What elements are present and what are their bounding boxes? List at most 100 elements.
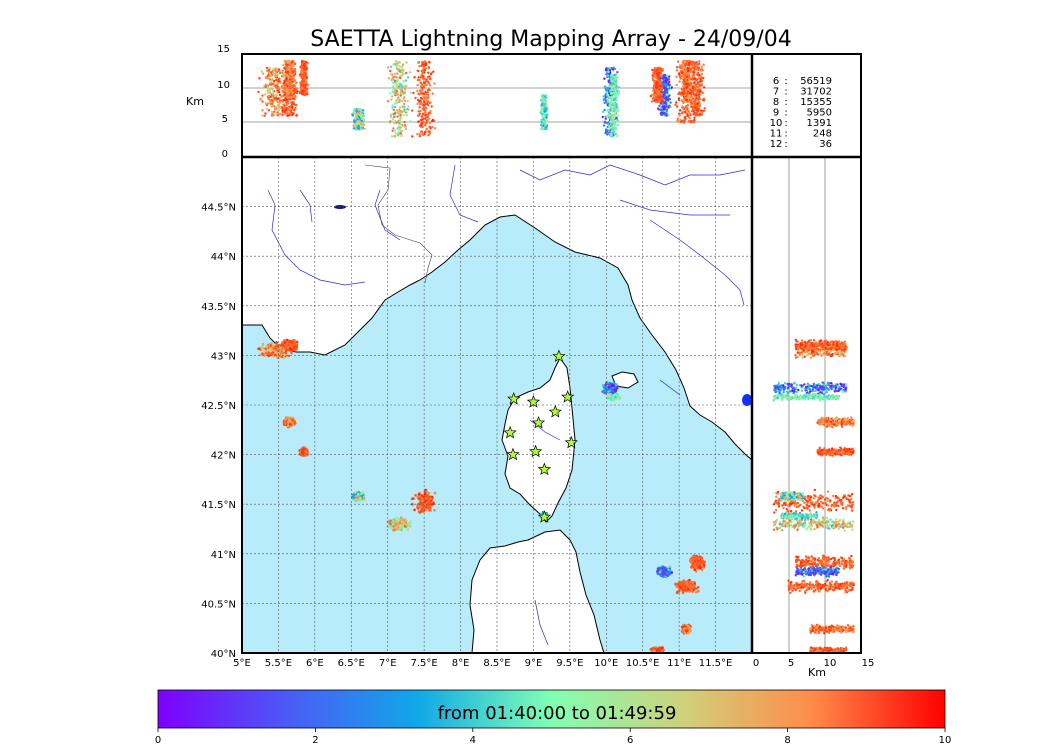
altitude-point bbox=[399, 131, 402, 135]
altitude-point bbox=[301, 71, 304, 75]
altitude-point bbox=[614, 82, 618, 86]
altitude-point bbox=[304, 78, 307, 81]
altitude-point bbox=[668, 98, 671, 101]
altitude-point bbox=[650, 100, 653, 103]
altitude-point bbox=[418, 93, 421, 96]
altitude-point bbox=[691, 77, 694, 81]
altitude-point bbox=[421, 71, 424, 75]
altitude-point bbox=[605, 86, 609, 89]
lightning-point bbox=[424, 492, 427, 496]
lightning-point bbox=[406, 528, 410, 531]
lightning-point bbox=[391, 522, 395, 526]
altitude-point bbox=[614, 97, 617, 101]
altitude-point bbox=[692, 73, 695, 76]
altitude-point bbox=[697, 105, 700, 109]
lightning-point bbox=[396, 519, 400, 522]
altitude-point bbox=[419, 110, 422, 113]
altitude-point bbox=[395, 79, 399, 83]
altitude-point bbox=[395, 82, 398, 85]
altitude-point bbox=[687, 63, 690, 66]
altitude-point bbox=[293, 88, 296, 91]
chart-title: SAETTA Lightning Mapping Array - 24/09/0… bbox=[310, 27, 791, 52]
altitude-point bbox=[401, 123, 404, 127]
altitude-point bbox=[690, 64, 693, 67]
lightning-point bbox=[282, 356, 286, 360]
altitude-point bbox=[357, 125, 360, 128]
altitude-point bbox=[403, 102, 406, 106]
altitude-point bbox=[389, 115, 393, 118]
altitude-point bbox=[289, 86, 292, 89]
altitude-point bbox=[265, 66, 269, 70]
count-colon: : bbox=[784, 97, 787, 108]
altitude-point bbox=[423, 60, 427, 63]
altitude-point bbox=[266, 74, 269, 78]
altitude-point bbox=[428, 84, 432, 87]
altitude-point bbox=[697, 109, 700, 112]
altitude-point bbox=[697, 100, 700, 103]
lightning-point bbox=[419, 502, 423, 505]
altitude-point bbox=[398, 124, 401, 128]
lightning-point bbox=[409, 520, 412, 523]
altitude-point bbox=[352, 120, 356, 123]
altitude-point bbox=[291, 71, 295, 74]
altitude-point bbox=[700, 84, 703, 87]
altitude-point bbox=[657, 100, 660, 103]
altitude-point bbox=[424, 90, 427, 94]
altitude-point bbox=[287, 75, 290, 78]
altitude-point bbox=[420, 84, 424, 87]
altitude-point bbox=[418, 134, 421, 138]
lightning-point bbox=[418, 497, 422, 500]
altitude-point bbox=[698, 80, 702, 83]
altitude-point bbox=[542, 114, 545, 118]
altitude-point bbox=[264, 102, 267, 105]
altitude-point bbox=[661, 109, 665, 113]
lightning-point bbox=[280, 355, 284, 359]
altitude-point bbox=[689, 89, 693, 92]
altitude-point bbox=[611, 135, 614, 138]
altitude-point bbox=[421, 133, 424, 136]
altitude-point bbox=[679, 92, 682, 96]
altitude-point bbox=[609, 104, 612, 108]
lightning-point bbox=[287, 354, 291, 358]
altitude-point bbox=[278, 93, 282, 97]
altitude-point bbox=[543, 110, 546, 113]
altitude-point bbox=[400, 120, 403, 124]
altitude-point bbox=[393, 129, 397, 132]
altitude-point bbox=[419, 81, 422, 85]
altitude-point bbox=[390, 78, 393, 82]
lightning-point bbox=[420, 499, 424, 503]
altitude-point bbox=[681, 105, 684, 108]
altitude-point bbox=[352, 110, 356, 114]
altitude-point bbox=[278, 71, 282, 75]
lightning-point bbox=[352, 493, 356, 497]
altitude-point bbox=[609, 126, 612, 129]
altitude-point bbox=[278, 99, 282, 102]
altitude-point bbox=[663, 91, 667, 94]
altitude-point bbox=[303, 84, 306, 87]
altitude-point bbox=[603, 108, 606, 112]
altitude-point bbox=[606, 74, 610, 78]
altitude-point bbox=[430, 72, 433, 76]
altitude-point bbox=[397, 128, 401, 131]
island-marker bbox=[742, 394, 752, 406]
altitude-point bbox=[420, 121, 423, 125]
altitude-point bbox=[664, 112, 667, 115]
altitude-point bbox=[424, 124, 427, 127]
altitude-point bbox=[686, 90, 690, 93]
map-panel: 5°E 5.5°E 6°E 6.5°E 7°E 7.5°E 8°E 8.5°E 9°E 9.5°E… bbox=[201, 156, 753, 669]
altitude-point bbox=[425, 121, 428, 125]
altitude-point bbox=[397, 67, 400, 71]
altitude-point bbox=[287, 91, 291, 94]
altitude-point bbox=[294, 80, 297, 84]
lightning-point bbox=[420, 508, 424, 511]
count-colon: : bbox=[784, 76, 787, 87]
altitude-point bbox=[652, 94, 655, 97]
altitude-point bbox=[539, 99, 543, 102]
altitude-point bbox=[272, 99, 275, 103]
altitude-point bbox=[428, 88, 431, 92]
altitude-points bbox=[257, 59, 706, 138]
altitude-point bbox=[282, 75, 286, 78]
altitude-point bbox=[652, 89, 655, 92]
altitude-point bbox=[422, 66, 425, 70]
altitude-point bbox=[659, 102, 662, 105]
